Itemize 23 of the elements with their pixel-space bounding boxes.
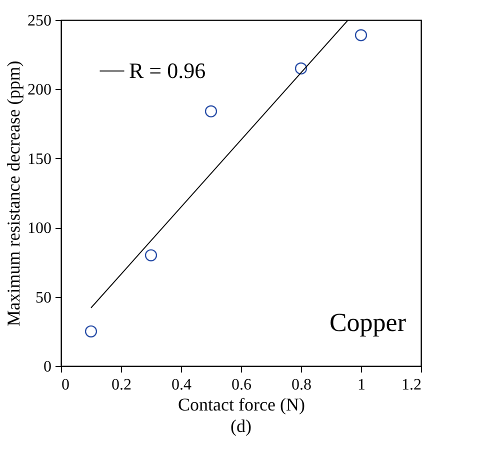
legend-label: R = 0.96 (129, 58, 206, 83)
y-tick-label: 250 (28, 12, 52, 30)
y-tick-label: 0 (44, 358, 52, 376)
x-tick-label: 0 (62, 376, 70, 394)
y-tick-label: 150 (28, 150, 52, 168)
x-tick-label: 0.8 (292, 376, 312, 394)
y-tick-label: 50 (36, 289, 52, 306)
x-axis-title: Contact force (N) (178, 394, 305, 414)
x-tick-label: 1.2 (402, 376, 422, 394)
y-tick-label: 100 (28, 220, 52, 238)
point (354, 29, 368, 42)
y-tick-label: 200 (28, 82, 52, 99)
x-tick-label: 0.4 (172, 376, 192, 394)
x-tick-label: 1 (358, 376, 366, 394)
point (84, 325, 98, 338)
annotation: Copper (329, 308, 406, 337)
text: (d) (230, 416, 252, 436)
x-tick-label: 0.2 (112, 376, 132, 394)
x-tick-label: 0.6 (232, 376, 252, 394)
point (204, 105, 218, 118)
point (294, 62, 308, 75)
y-axis-title: Maximum resistance decrease (ppm) (4, 60, 24, 326)
point (144, 249, 158, 262)
